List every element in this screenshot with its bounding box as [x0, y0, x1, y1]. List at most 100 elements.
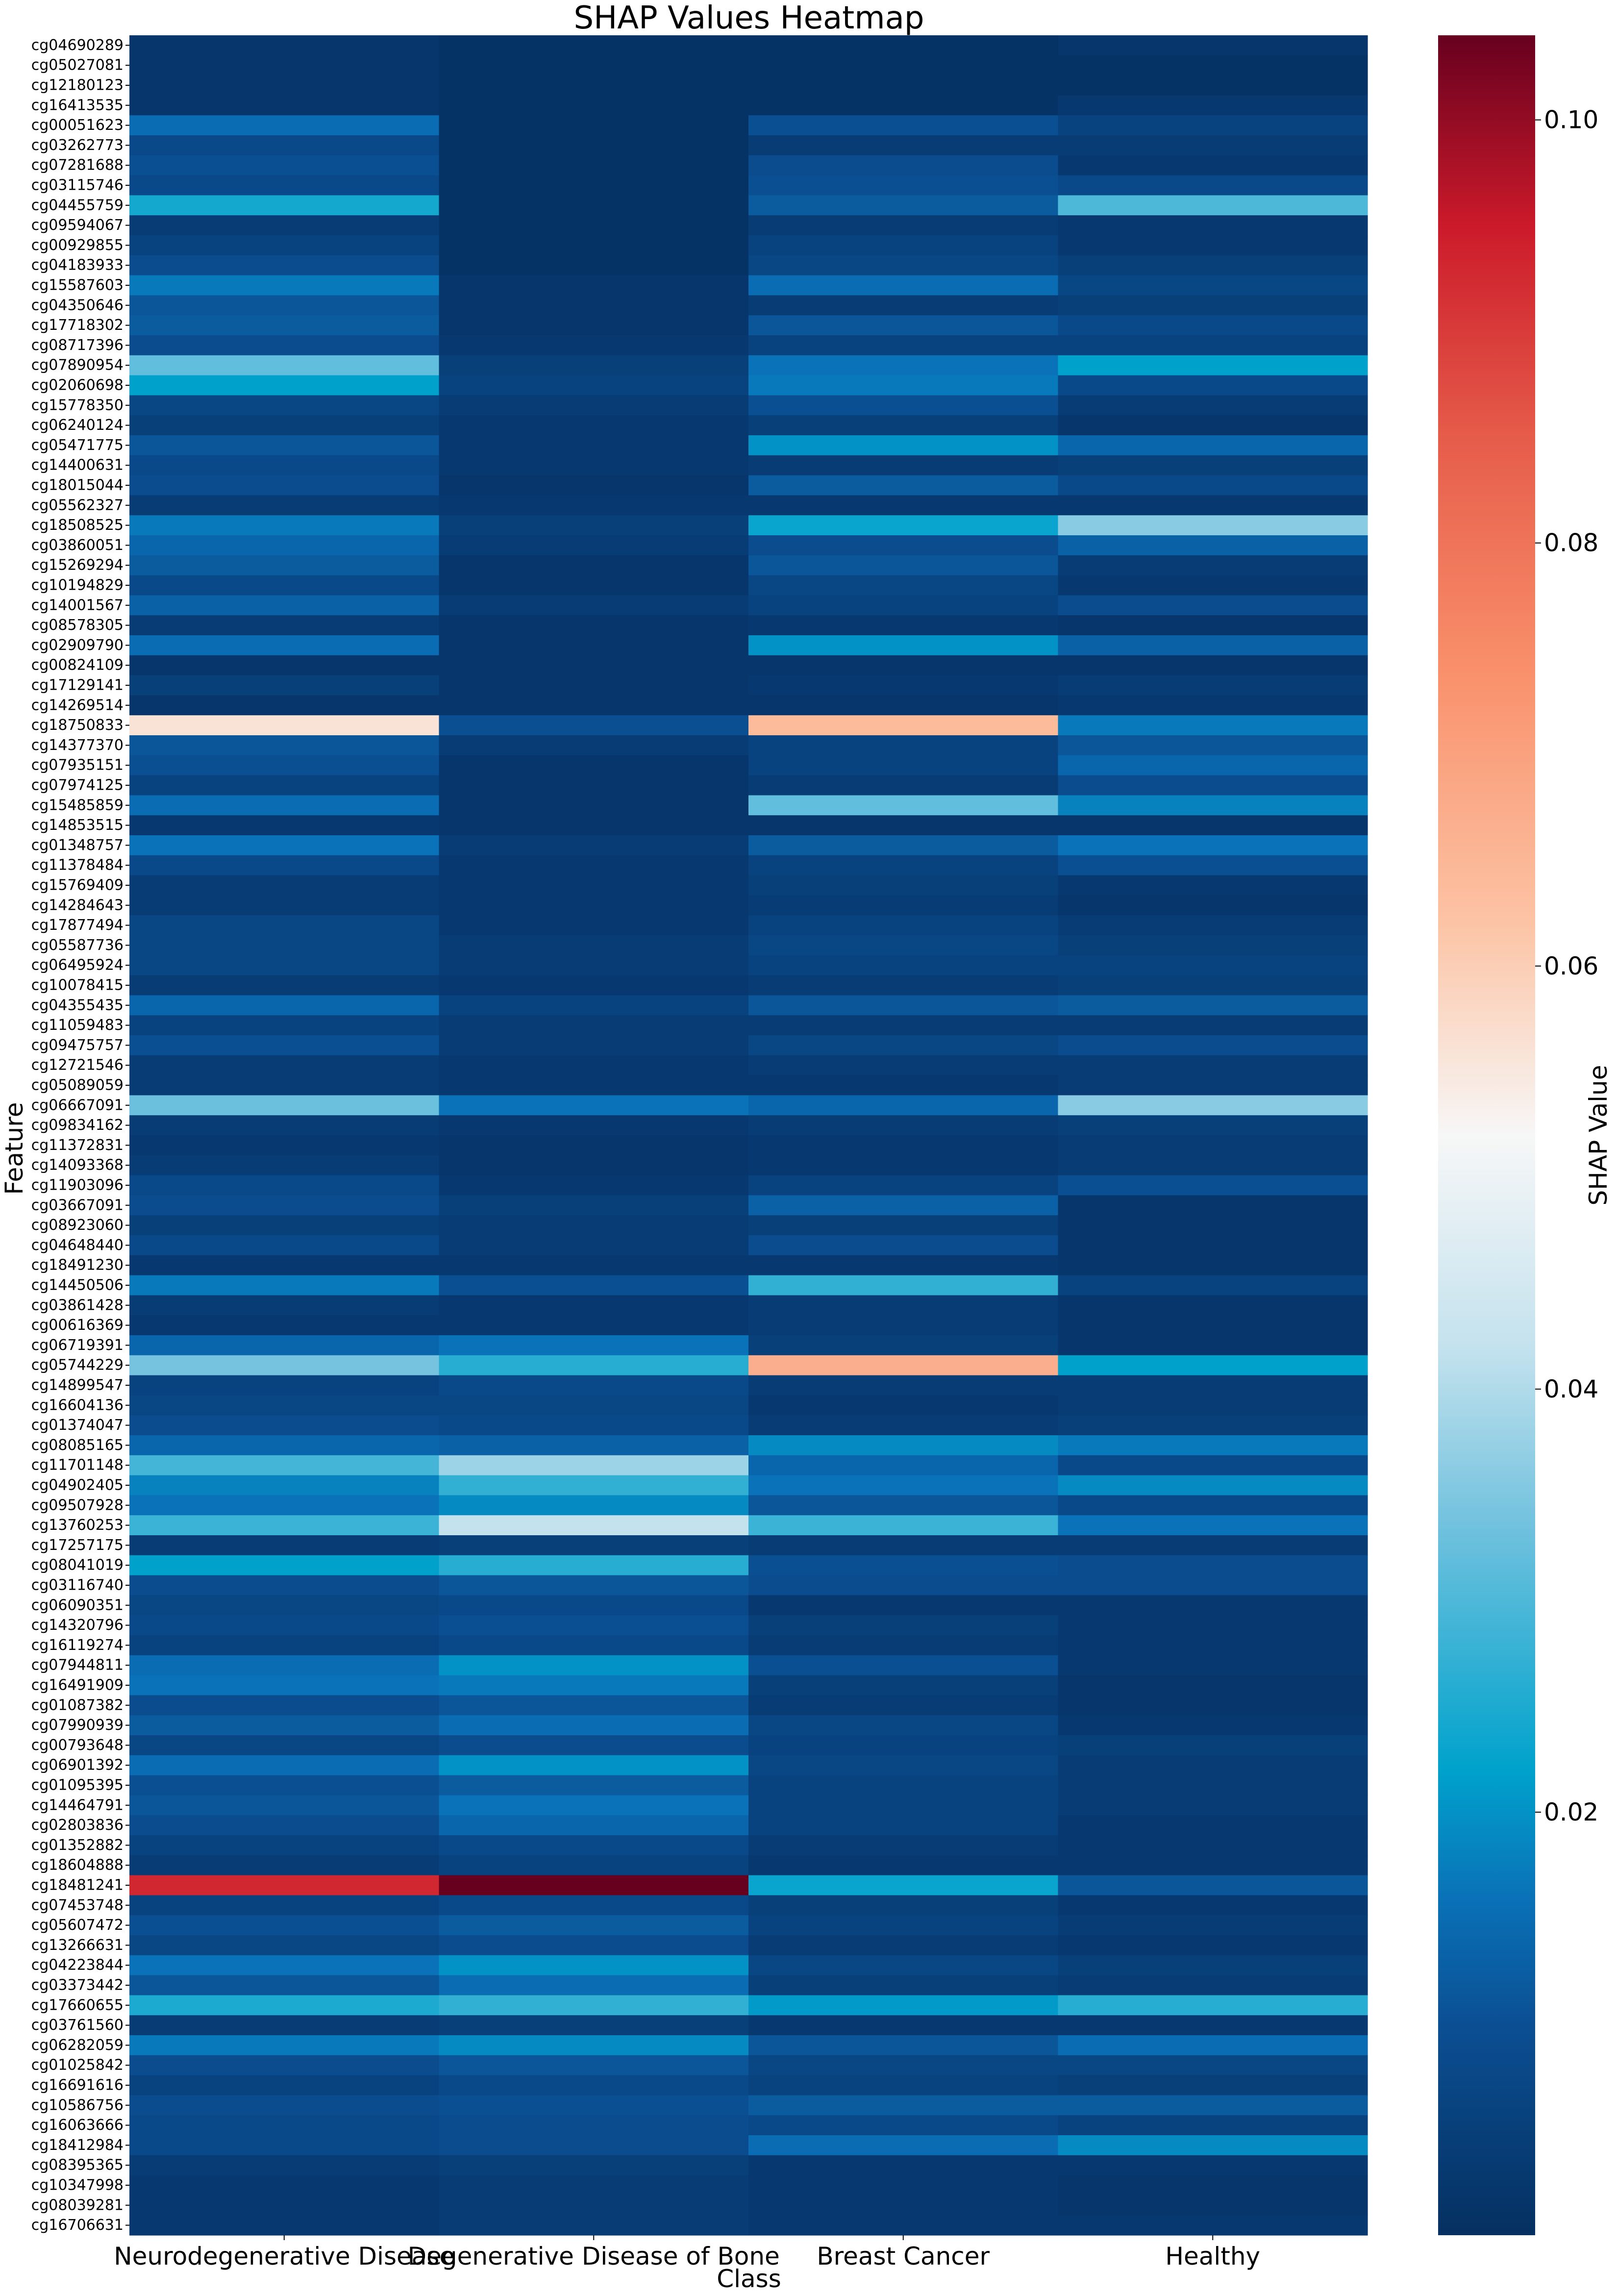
heatmap-cell: [129, 1675, 440, 1696]
heatmap-cell: [1058, 95, 1368, 116]
feature-label: cg07453748: [31, 1897, 124, 1914]
feature-label: cg17660655: [31, 1997, 124, 2014]
feature-label: cg01374047: [31, 1417, 124, 1434]
heatmap-cell: [748, 515, 1059, 536]
feature-label: cg18750833: [31, 717, 124, 734]
heatmap-cell: [748, 1055, 1059, 1076]
heatmap-cell: [129, 1515, 440, 1536]
heatmap-cell: [439, 1415, 749, 1436]
heatmap-cell: [439, 1775, 749, 1796]
heatmap-cell: [439, 435, 749, 456]
heatmap-cell: [748, 1155, 1059, 1176]
heatmap-cell: [129, 395, 440, 416]
heatmap-cell: [129, 515, 440, 536]
feature-label: cg06495924: [31, 957, 124, 974]
heatmap-cell: [129, 1495, 440, 1516]
heatmap-cell: [129, 1955, 440, 1976]
heatmap-cell: [1058, 1935, 1368, 1956]
x-axis-label: Class: [717, 2265, 781, 2293]
heatmap-cell: [748, 1295, 1059, 1316]
heatmap-cell: [748, 215, 1059, 236]
heatmap-cell: [1058, 1655, 1368, 1676]
feature-label: cg10078415: [31, 977, 124, 994]
heatmap-cell: [129, 1835, 440, 1856]
heatmap-cell: [748, 1635, 1059, 1656]
heatmap-cell: [1058, 395, 1368, 416]
feature-label: cg00616369: [31, 1317, 124, 1334]
class-label: Breast Cancer: [817, 2242, 990, 2271]
heatmap-cell: [748, 1455, 1059, 1476]
heatmap-cell: [439, 295, 749, 316]
heatmap-cell: [748, 335, 1059, 356]
heatmap-cell: [1058, 275, 1368, 296]
heatmap-cell: [748, 375, 1059, 396]
heatmap-cell: [748, 1695, 1059, 1716]
heatmap-cell: [748, 1915, 1059, 1936]
heatmap-cell: [439, 2135, 749, 2156]
heatmap-cell: [439, 715, 749, 736]
heatmap-cell: [439, 75, 749, 96]
heatmap-cell: [748, 2135, 1059, 2156]
heatmap-cell: [439, 1135, 749, 1156]
heatmap-cell: [439, 815, 749, 836]
heatmap-cell: [439, 1655, 749, 1676]
heatmap-cell: [1058, 2015, 1368, 2036]
heatmap-cell: [439, 1195, 749, 1216]
heatmap-cell: [439, 175, 749, 196]
colorbar-tick-label: 0.06: [1544, 952, 1598, 980]
heatmap-cell: [129, 935, 440, 956]
heatmap-cell: [1058, 915, 1368, 936]
heatmap-cell: [1058, 475, 1368, 496]
heatmap-cell: [748, 555, 1059, 576]
heatmap-cell: [1058, 1795, 1368, 1816]
heatmap-cell: [129, 1435, 440, 1456]
heatmap-cell: [748, 75, 1059, 96]
heatmap-cell: [129, 1895, 440, 1916]
heatmap-cell: [1058, 875, 1368, 896]
heatmap-cell: [129, 755, 440, 776]
heatmap-cell: [129, 975, 440, 996]
heatmap-cell: [1058, 1475, 1368, 1496]
colorbar-tick-label: 0.04: [1544, 1375, 1598, 1403]
feature-label: cg14450506: [31, 1277, 124, 1294]
heatmap-cell: [1058, 955, 1368, 976]
heatmap-cell: [439, 375, 749, 396]
feature-label: cg17257175: [31, 1537, 124, 1554]
heatmap-cell: [1058, 1415, 1368, 1436]
feature-label: cg11903096: [31, 1177, 124, 1194]
heatmap-cell: [1058, 1435, 1368, 1456]
heatmap-cell: [1058, 615, 1368, 636]
feature-label: cg06901392: [31, 1757, 124, 1774]
feature-label: cg15778350: [31, 397, 124, 414]
feature-label: cg17129141: [31, 677, 124, 694]
heatmap-cell: [439, 1375, 749, 1396]
heatmap-cell: [129, 2195, 440, 2216]
heatmap-cell: [748, 655, 1059, 676]
heatmap-cell: [748, 2055, 1059, 2076]
heatmap-cell: [748, 2115, 1059, 2136]
heatmap-cell: [129, 1775, 440, 1796]
heatmap-cell: [129, 915, 440, 936]
heatmap-cell: [439, 795, 749, 816]
feature-label: cg03115746: [31, 177, 124, 194]
heatmap-cell: [439, 1515, 749, 1536]
heatmap-cell: [129, 1295, 440, 1316]
feature-label: cg16491909: [31, 1677, 124, 1694]
heatmap-cell: [748, 1735, 1059, 1756]
heatmap-cell: [748, 295, 1059, 316]
heatmap-cell: [748, 1415, 1059, 1436]
feature-label: cg17877494: [31, 917, 124, 934]
heatmap-cell: [439, 515, 749, 536]
heatmap-cell: [129, 1655, 440, 1676]
heatmap-cell: [439, 1335, 749, 1356]
heatmap-cell: [439, 1995, 749, 2016]
heatmap-cell: [439, 95, 749, 116]
heatmap-cell: [748, 1135, 1059, 1156]
heatmap-cell: [129, 1535, 440, 1556]
heatmap-cell: [439, 195, 749, 216]
feature-label: cg17718302: [31, 317, 124, 334]
heatmap-cell: [129, 475, 440, 496]
feature-label: cg15769409: [31, 877, 124, 894]
heatmap-cell: [129, 775, 440, 796]
heatmap-cell: [439, 1075, 749, 1096]
